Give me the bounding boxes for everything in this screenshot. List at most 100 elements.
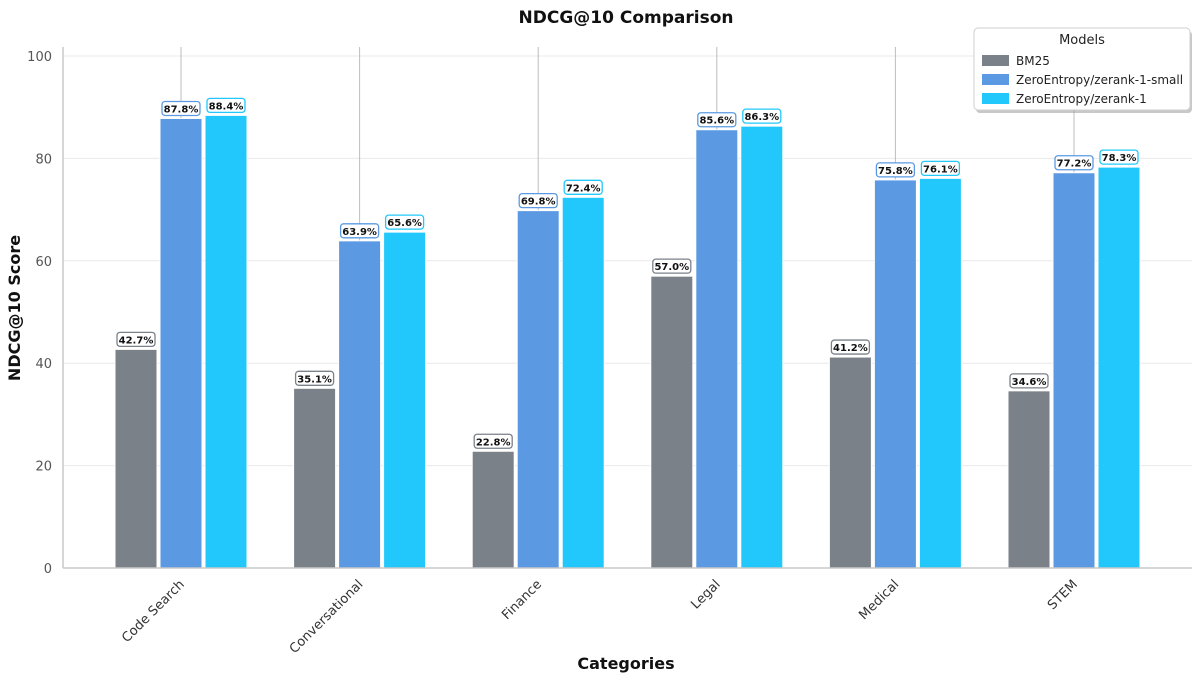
legend-swatch	[982, 55, 1009, 66]
bar	[1007, 390, 1051, 569]
legend-box	[973, 27, 1191, 111]
data-label: 86.3%	[744, 112, 779, 123]
legend-swatch	[982, 74, 1009, 85]
y-axis-label: NDCG@10 Score	[5, 235, 24, 381]
bar	[338, 240, 382, 569]
data-label-group: 76.1%	[920, 160, 961, 177]
bar	[471, 450, 515, 569]
data-label: 77.2%	[1057, 159, 1092, 170]
y-tick-label: 80	[35, 152, 52, 167]
bar	[828, 356, 872, 569]
data-label-group: 57.0%	[652, 258, 692, 274]
bar	[383, 231, 427, 569]
bar	[204, 114, 248, 569]
data-label-box	[697, 112, 737, 128]
bar	[918, 177, 962, 569]
data-label-group: 87.8%	[161, 100, 201, 117]
legend-label: BM25	[1016, 54, 1050, 68]
data-label-box	[518, 192, 558, 209]
legend-label: ZeroEntropy/zerank-1	[1016, 92, 1147, 106]
bar	[561, 196, 605, 569]
data-label-box	[1009, 373, 1049, 389]
data-label-box	[875, 162, 916, 178]
data-label-box	[161, 100, 201, 117]
legend-title: Models	[1059, 33, 1105, 48]
bar	[740, 125, 784, 569]
y-tick-label: 40	[35, 357, 52, 372]
data-label-group: 22.8%	[473, 433, 513, 449]
bar	[650, 275, 694, 569]
data-label: 85.6%	[699, 116, 734, 127]
data-label: 78.3%	[1102, 153, 1137, 164]
x-tick-label: STEM	[1045, 577, 1081, 613]
data-label-group: 69.8%	[518, 192, 558, 209]
data-label-box	[294, 370, 335, 386]
data-label-box	[206, 97, 246, 114]
x-tick-label: Code Search	[119, 577, 188, 646]
data-label-box	[116, 331, 156, 348]
data-label-group: 75.8%	[875, 162, 916, 178]
data-label: 72.4%	[566, 183, 601, 194]
data-label-group: 35.1%	[294, 370, 335, 386]
data-label-box	[1054, 155, 1094, 171]
data-label: 34.6%	[1012, 377, 1047, 388]
y-tick-label: 0	[44, 562, 52, 577]
legend-label: ZeroEntropy/zerank-1-small	[1016, 73, 1183, 87]
data-label-box	[652, 258, 692, 274]
data-label-box	[563, 179, 603, 195]
y-tick-label: 20	[35, 460, 52, 475]
bar	[695, 129, 739, 569]
data-label-group: 65.6%	[384, 214, 425, 230]
bar	[114, 348, 158, 569]
x-tick-label: Legal	[688, 577, 723, 612]
y-tick-label: 60	[35, 255, 52, 270]
bar	[1052, 172, 1096, 569]
x-tick-label: Finance	[499, 577, 545, 623]
x-tick-label: Conversational	[287, 577, 367, 657]
bar	[159, 117, 203, 569]
data-labels: 42.7% 87.8% 88.4% 35.1% 63.9% 65.6% 22.8% 69.8%…	[116, 97, 1139, 449]
data-label: 41.2%	[833, 343, 868, 354]
data-label-box	[1099, 149, 1139, 165]
data-label-group: 86.3%	[742, 108, 782, 124]
data-label-box	[473, 433, 513, 449]
bar	[516, 210, 560, 569]
data-label: 69.8%	[521, 197, 556, 208]
data-label: 65.6%	[387, 218, 422, 229]
y-tick-label: 100	[27, 50, 52, 65]
data-label-group: 85.6%	[697, 112, 737, 128]
x-tick-label: Medical	[856, 577, 902, 623]
data-label-group: 63.9%	[339, 223, 380, 239]
data-label-box	[830, 339, 871, 355]
data-label-group: 42.7%	[116, 331, 156, 348]
bars	[114, 114, 1141, 569]
x-axis-label: Categories	[577, 654, 674, 673]
data-label: 22.8%	[476, 437, 511, 448]
bar	[1097, 166, 1141, 569]
data-label: 42.7%	[119, 335, 154, 346]
data-label: 35.1%	[297, 374, 332, 385]
data-label: 75.8%	[878, 166, 913, 177]
data-label-box	[920, 160, 961, 177]
legend-swatch	[982, 93, 1009, 104]
data-label: 88.4%	[209, 101, 244, 112]
data-label-group: 41.2%	[830, 339, 871, 355]
data-label-group: 34.6%	[1009, 373, 1049, 389]
bar	[873, 179, 917, 569]
bar	[293, 387, 337, 569]
data-label-group: 72.4%	[563, 179, 603, 195]
data-label-group: 88.4%	[206, 97, 246, 114]
data-label-group: 77.2%	[1054, 155, 1094, 171]
data-label: 57.0%	[654, 262, 689, 273]
legend: Models BM25 ZeroEntropy/zerank-1-small Zero…	[973, 27, 1192, 113]
data-label-box	[339, 223, 380, 239]
data-label: 63.9%	[342, 227, 377, 238]
data-label: 76.1%	[923, 164, 958, 175]
data-label-box	[384, 214, 425, 230]
data-label-box	[742, 108, 782, 124]
data-label-group: 78.3%	[1099, 149, 1139, 165]
data-label: 87.8%	[164, 104, 199, 115]
gridlines	[63, 55, 1192, 467]
chart-title: NDCG@10 Comparison	[519, 8, 734, 28]
